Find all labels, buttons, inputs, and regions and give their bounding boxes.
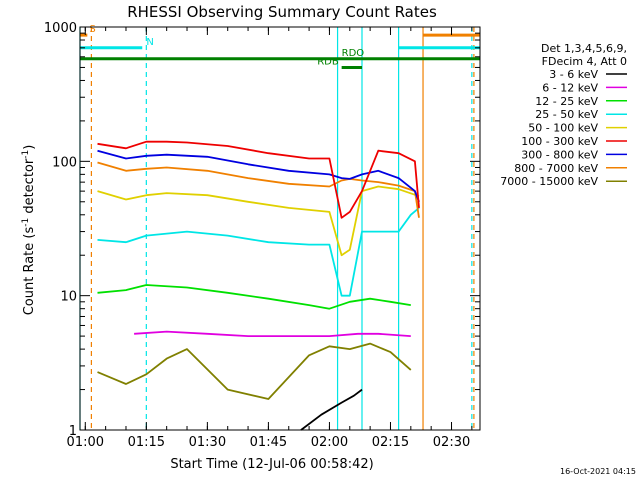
plot-frame [79, 26, 481, 431]
legend-label: 800 - 7000 keV [514, 162, 598, 175]
x-tick-label: 02:15 [372, 435, 409, 450]
legend-header-line: FDecim 4, Att 0 [542, 55, 627, 68]
flag-label-rdo: RDO [342, 48, 365, 59]
flag-label-rdb: RDB [317, 56, 339, 67]
legend-label: 50 - 100 keV [528, 122, 598, 135]
series-line [300, 388, 363, 431]
y-axis-title: Count Rate (s-1 detector-1) [21, 145, 37, 316]
x-tick-label: 02:30 [433, 435, 470, 450]
series-line [134, 330, 411, 338]
legend-label: 12 - 25 keV [535, 95, 598, 108]
flag-label-s: S [89, 24, 95, 35]
y-axis-title-main: Count Rate (s [22, 227, 37, 316]
y-axis-title-end: ) [22, 145, 37, 150]
y-tick-label: 100 [52, 155, 77, 170]
x-axis-title: Start Time (12-Jul-06 00:58:42) [170, 457, 373, 472]
series-line [97, 140, 420, 219]
legend-label: 25 - 50 keV [535, 108, 598, 121]
series-line [97, 284, 411, 310]
x-tick-label: 02:00 [311, 435, 348, 450]
footer-timestamp: 16-Oct-2021 04:15 [560, 467, 636, 476]
legend-label: 3 - 6 keV [549, 68, 598, 81]
legend-label: 7000 - 15000 keV [500, 175, 598, 188]
y-axis-title-sup2: -1 [21, 150, 31, 159]
legend-header-line: Det 1,3,4,5,6,9, [541, 42, 627, 55]
series-line [97, 185, 420, 257]
legend: Det 1,3,4,5,6,9,FDecim 4, Att 03 - 6 keV… [500, 42, 627, 188]
series-line [97, 149, 420, 203]
series-line [97, 207, 420, 297]
y-tick-label: 1 [69, 424, 77, 439]
flag-label-n: N [146, 37, 153, 48]
x-tick-label: 01:15 [128, 435, 165, 450]
series-line [97, 161, 420, 218]
y-axis-title-sup1: -1 [21, 218, 31, 227]
legend-label: 6 - 12 keV [542, 81, 598, 94]
y-tick-label: 1000 [44, 21, 77, 36]
x-tick-label: 01:45 [250, 435, 287, 450]
legend-label: 100 - 300 keV [521, 135, 598, 148]
y-axis-title-mid: detector [22, 158, 37, 218]
y-tick-label: 10 [60, 290, 77, 305]
series-line [97, 342, 412, 400]
x-tick-label: 01:30 [189, 435, 226, 450]
chart-title: RHESSI Observing Summary Count Rates [127, 3, 437, 21]
x-tick-label: 01:00 [67, 435, 104, 450]
legend-label: 300 - 800 keV [521, 148, 598, 161]
